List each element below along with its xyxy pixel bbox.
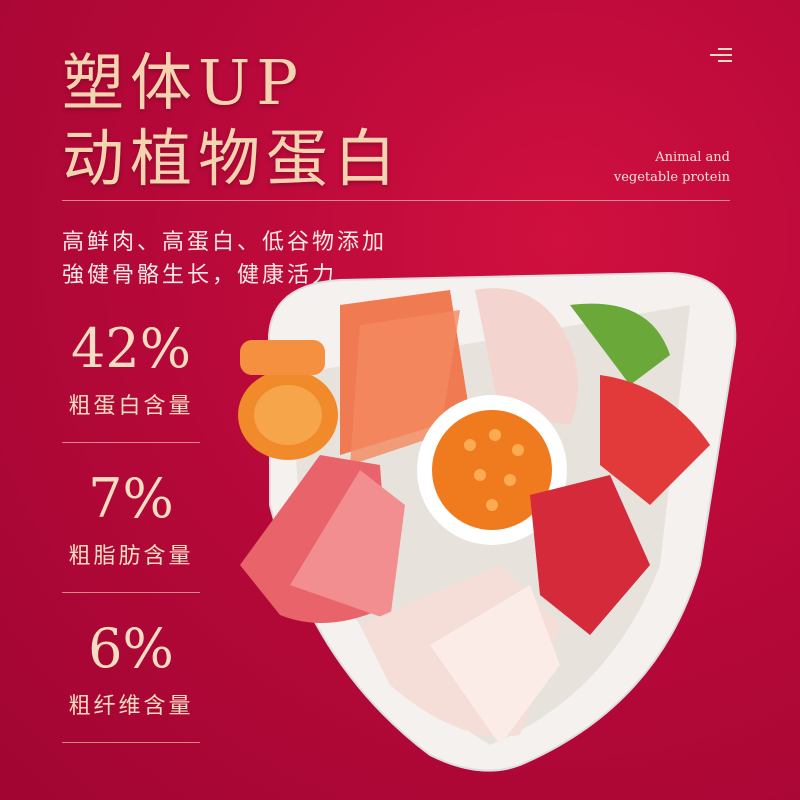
- stat-label: 粗脂肪含量: [68, 544, 194, 569]
- divider: [62, 592, 200, 593]
- headline-line2: 动植物蛋白: [62, 122, 403, 195]
- description-line1: 高鲜肉、高蛋白、低谷物添加: [62, 230, 388, 255]
- divider: [62, 742, 200, 743]
- sashimi-bowl-image: [238, 271, 737, 772]
- english-subtitle-line1: Animal and: [655, 150, 730, 165]
- english-subtitle: Animal and vegetable protein: [614, 148, 730, 188]
- stat-value: 7%: [88, 467, 174, 530]
- stat-fiber: 6% 粗纤维含量: [62, 622, 200, 743]
- divider: [62, 442, 200, 443]
- stat-value: 42%: [70, 317, 192, 380]
- stat-protein: 42% 粗蛋白含量: [62, 322, 200, 443]
- stat-value: 6%: [88, 617, 174, 680]
- headline-line1: 塑体UP: [62, 46, 304, 119]
- english-subtitle-line2: vegetable protein: [613, 170, 730, 185]
- menu-icon[interactable]: [710, 48, 732, 64]
- stat-fat: 7% 粗脂肪含量: [62, 472, 200, 593]
- stat-label: 粗纤维含量: [68, 694, 194, 719]
- divider: [62, 200, 730, 201]
- description-line2: 強健骨骼生长，健康活力: [62, 263, 338, 288]
- stat-label: 粗蛋白含量: [68, 394, 194, 419]
